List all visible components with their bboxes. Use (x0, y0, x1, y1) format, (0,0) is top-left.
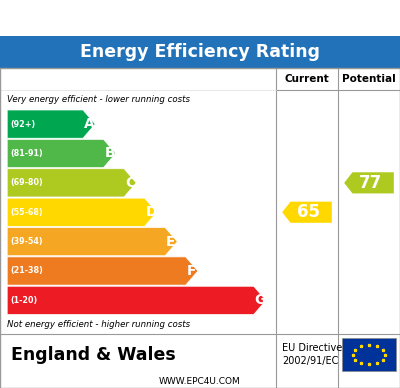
Text: Current: Current (285, 74, 329, 84)
Bar (0, 36, 400, 68)
Polygon shape (7, 198, 157, 226)
Text: (1-20): (1-20) (10, 296, 38, 305)
Text: F: F (186, 264, 196, 278)
Bar (342, 338, 396, 371)
Text: Energy Efficiency Rating: Energy Efficiency Rating (80, 43, 320, 61)
Polygon shape (7, 257, 198, 285)
Text: D: D (145, 205, 157, 219)
Polygon shape (344, 172, 394, 194)
Text: (92+): (92+) (10, 120, 36, 128)
Text: Very energy efficient - lower running costs: Very energy efficient - lower running co… (7, 95, 190, 104)
Text: Potential: Potential (342, 74, 396, 84)
Text: England & Wales: England & Wales (11, 346, 176, 364)
Polygon shape (7, 110, 95, 138)
Text: (81-91): (81-91) (10, 149, 43, 158)
Text: (21-38): (21-38) (10, 267, 43, 275)
Text: Not energy efficient - higher running costs: Not energy efficient - higher running co… (7, 320, 190, 329)
Polygon shape (7, 227, 177, 256)
Text: (55-68): (55-68) (10, 208, 43, 217)
Polygon shape (282, 202, 332, 223)
Text: C: C (125, 176, 135, 190)
Text: G: G (254, 293, 266, 307)
Text: 2002/91/EC: 2002/91/EC (282, 356, 338, 366)
Bar (0, 68, 400, 388)
Polygon shape (7, 286, 266, 314)
Text: (39-54): (39-54) (10, 237, 43, 246)
Text: EU Directive: EU Directive (282, 343, 342, 353)
Text: B: B (104, 147, 115, 161)
Text: 65: 65 (297, 203, 320, 221)
Polygon shape (7, 169, 136, 197)
Text: A: A (84, 117, 94, 131)
Text: 77: 77 (359, 174, 382, 192)
Text: E: E (166, 235, 176, 249)
Text: WWW.EPC4U.COM: WWW.EPC4U.COM (159, 377, 241, 386)
Polygon shape (7, 139, 116, 168)
Text: (69-80): (69-80) (10, 178, 43, 187)
